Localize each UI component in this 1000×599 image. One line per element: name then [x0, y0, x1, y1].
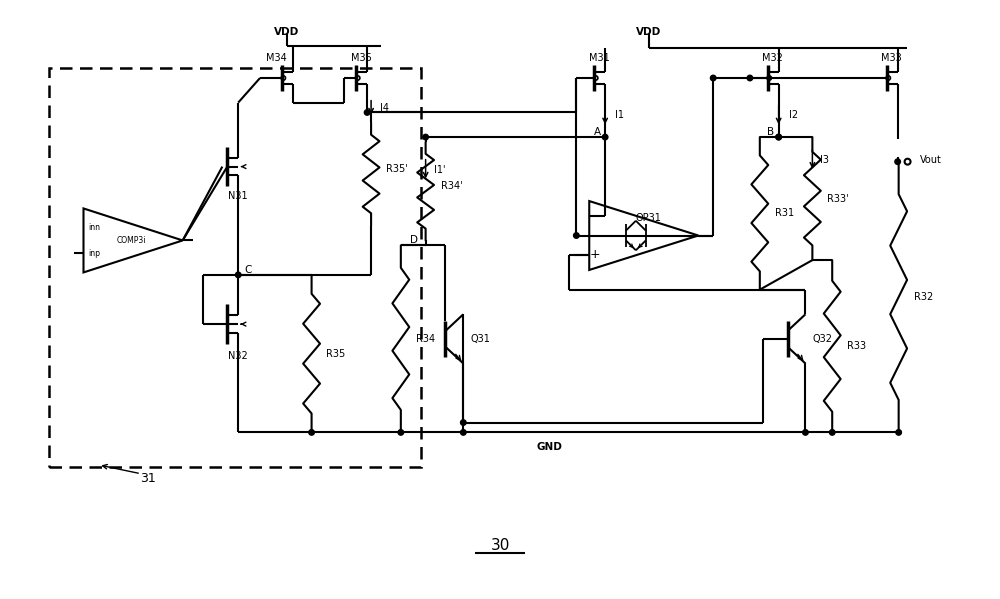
Text: I4: I4 — [380, 102, 389, 113]
Text: D: D — [410, 235, 418, 246]
Text: OP31: OP31 — [636, 213, 662, 223]
Text: I1: I1 — [615, 110, 624, 120]
Circle shape — [895, 159, 900, 165]
Circle shape — [803, 429, 808, 435]
Text: N31: N31 — [228, 191, 248, 201]
Text: R34: R34 — [416, 334, 435, 344]
Text: I2: I2 — [789, 110, 798, 120]
Text: inp: inp — [88, 249, 100, 258]
Text: 30: 30 — [490, 538, 510, 553]
Circle shape — [423, 134, 428, 140]
Text: R33': R33' — [827, 193, 849, 204]
Circle shape — [235, 272, 241, 278]
Circle shape — [602, 134, 608, 140]
Text: -: - — [593, 210, 597, 223]
Text: R35: R35 — [326, 349, 346, 359]
Text: I3: I3 — [820, 155, 829, 165]
Circle shape — [461, 420, 466, 425]
Text: B: B — [767, 127, 774, 137]
Text: VDD: VDD — [274, 27, 299, 37]
Text: I1': I1' — [434, 165, 445, 174]
Circle shape — [309, 429, 314, 435]
Text: R32: R32 — [914, 292, 933, 302]
Circle shape — [364, 110, 370, 115]
Text: Vout: Vout — [919, 155, 941, 165]
Circle shape — [776, 134, 781, 140]
Text: R34': R34' — [441, 181, 462, 191]
Text: A: A — [594, 127, 601, 137]
Text: C: C — [244, 265, 252, 275]
Text: M31: M31 — [589, 53, 610, 63]
Text: inn: inn — [88, 223, 100, 232]
Text: R35': R35' — [386, 164, 408, 174]
Text: COMP3i: COMP3i — [116, 236, 146, 245]
Circle shape — [461, 429, 466, 435]
Text: M32: M32 — [762, 53, 783, 63]
Text: M34: M34 — [266, 53, 286, 63]
Circle shape — [747, 75, 753, 81]
Text: Q32: Q32 — [812, 334, 832, 344]
Circle shape — [710, 75, 716, 81]
Circle shape — [776, 134, 781, 140]
Text: M33: M33 — [881, 53, 902, 63]
Text: 31: 31 — [140, 472, 156, 485]
Circle shape — [574, 233, 579, 238]
Text: R33: R33 — [847, 341, 866, 351]
Text: +: + — [590, 249, 601, 261]
Circle shape — [896, 429, 901, 435]
Text: R31: R31 — [775, 208, 794, 219]
Text: M35: M35 — [351, 53, 372, 63]
Circle shape — [398, 429, 404, 435]
Text: GND: GND — [537, 442, 563, 452]
Text: N32: N32 — [228, 350, 248, 361]
Circle shape — [829, 429, 835, 435]
Text: Q31: Q31 — [470, 334, 490, 344]
Text: VDD: VDD — [636, 27, 661, 37]
